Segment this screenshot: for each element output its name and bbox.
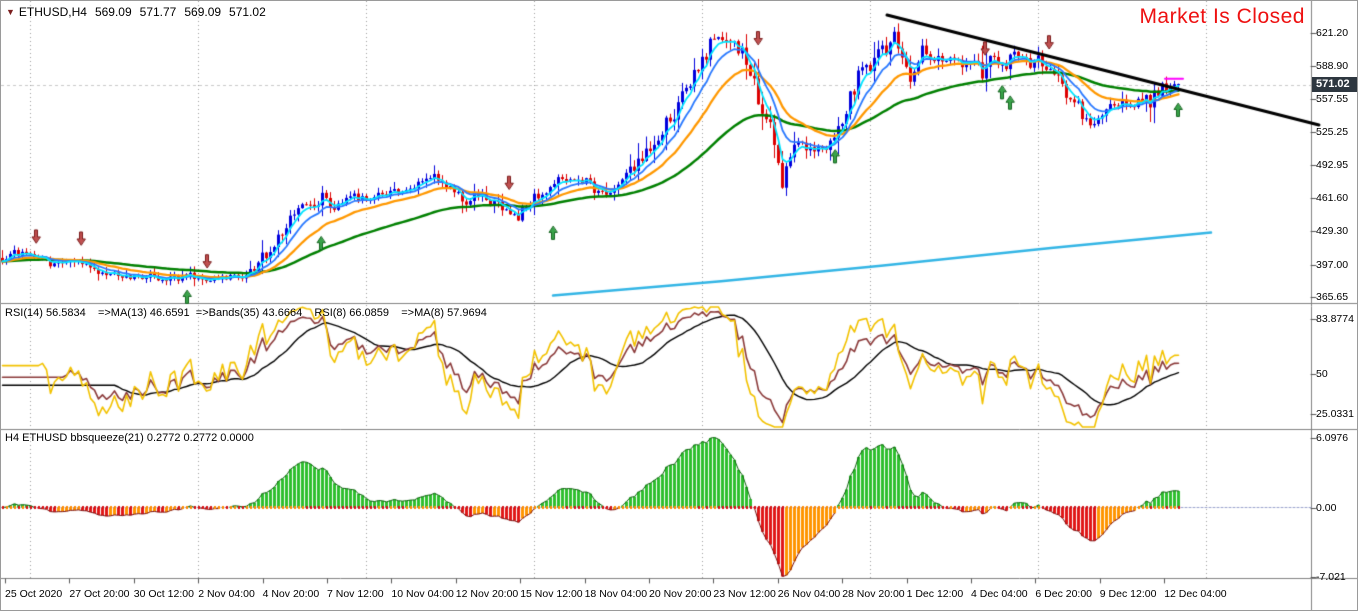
price-tick-label: 397.00 bbox=[1316, 258, 1349, 271]
time-label: 15 Nov 12:00 bbox=[520, 588, 583, 600]
time-label: 27 Oct 20:00 bbox=[69, 588, 130, 600]
ohlc-low: 569.09 bbox=[184, 5, 222, 19]
time-label: 10 Nov 04:00 bbox=[391, 588, 454, 600]
time-axis[interactable]: 25 Oct 2020 27 Oct 20:00 30 Oct 12:00 2 Nov… bbox=[1, 579, 1311, 610]
squeeze-tick-label: 0.00 bbox=[1316, 501, 1337, 514]
time-label: 18 Nov 04:00 bbox=[584, 588, 648, 600]
price-tick-label: 461.60 bbox=[1316, 191, 1349, 204]
price-tick-label: 588.90 bbox=[1316, 60, 1349, 73]
time-label: 6 Dec 20:00 bbox=[1035, 588, 1093, 600]
price-tick-label: 557.55 bbox=[1316, 92, 1349, 105]
ohlc-high: 571.77 bbox=[139, 5, 177, 19]
squeeze-tick-label: 6.0976 bbox=[1316, 431, 1349, 444]
squeeze-indicator-label: H4 ETHUSD bbsqueeze(21) 0.2772 0.2772 0.… bbox=[5, 432, 254, 444]
time-label: 4 Nov 20:00 bbox=[262, 588, 320, 600]
time-label: 12 Nov 20:00 bbox=[455, 588, 519, 600]
rsi-indicator-label: RSI(14) 56.5834 =>MA(13) 46.6591 =>Bands… bbox=[5, 307, 487, 319]
time-label: 7 Nov 12:00 bbox=[327, 588, 384, 600]
time-label: 1 Dec 12:00 bbox=[906, 588, 964, 600]
time-label: 25 Oct 2020 bbox=[5, 588, 63, 600]
time-label: 2 Nov 04:00 bbox=[198, 588, 255, 600]
market-status-label: Market Is Closed bbox=[1139, 5, 1305, 28]
time-label: 23 Nov 12:00 bbox=[713, 588, 776, 600]
rsi-tick-label: 50 bbox=[1316, 367, 1328, 380]
current-price-badge: 571.02 bbox=[1312, 76, 1357, 92]
rsi-tick-label: 83.8774 bbox=[1316, 313, 1354, 326]
price-axis[interactable]: 621.20 588.90 557.55 525.25 492.95 461.60 429.… bbox=[1312, 1, 1357, 610]
price-tick-label: 492.95 bbox=[1316, 159, 1349, 172]
price-tick-label: 621.20 bbox=[1316, 27, 1349, 39]
rsi-tick-label: 25.0331 bbox=[1316, 408, 1354, 421]
symbol-marker-icon[interactable]: ▼ bbox=[6, 7, 15, 17]
time-label: 20 Nov 20:00 bbox=[649, 588, 712, 600]
time-label: 28 Nov 20:00 bbox=[842, 588, 905, 600]
price-tick-label: 525.25 bbox=[1316, 126, 1349, 139]
time-label: 12 Dec 04:00 bbox=[1164, 588, 1227, 600]
squeeze-tick-label: -7.021 bbox=[1316, 570, 1346, 583]
time-label: 30 Oct 12:00 bbox=[133, 588, 194, 600]
time-label: 4 Dec 04:00 bbox=[971, 588, 1028, 600]
ohlc-open: 569.09 bbox=[94, 5, 132, 19]
time-label: 9 Dec 12:00 bbox=[1099, 588, 1157, 600]
price-tick-label: 365.65 bbox=[1316, 291, 1349, 303]
symbol-ohlc-line: ▼ ETHUSD,H4 569.09 571.77 569.09 571.02 bbox=[6, 5, 274, 19]
time-label: 26 Nov 04:00 bbox=[777, 588, 841, 600]
ohlc-close: 571.02 bbox=[229, 5, 266, 19]
symbol-timeframe-label: ETHUSD,H4 bbox=[18, 5, 87, 19]
price-tick-label: 429.30 bbox=[1316, 225, 1349, 238]
